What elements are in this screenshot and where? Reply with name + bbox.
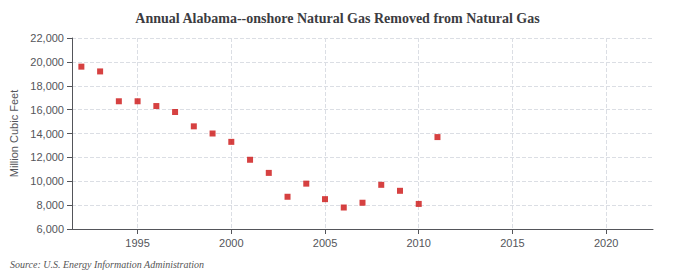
- svg-text:6,000: 6,000: [36, 223, 64, 235]
- svg-text:Million Cubic Feet: Million Cubic Feet: [8, 90, 20, 177]
- svg-text:14,000: 14,000: [30, 128, 64, 140]
- svg-text:16,000: 16,000: [30, 104, 64, 116]
- svg-text:2005: 2005: [313, 237, 337, 249]
- svg-text:2000: 2000: [219, 237, 243, 249]
- svg-text:1995: 1995: [125, 237, 149, 249]
- svg-text:2010: 2010: [406, 237, 430, 249]
- svg-text:2015: 2015: [500, 237, 524, 249]
- svg-text:Annual Alabama--onshore Natura: Annual Alabama--onshore Natural Gas Remo…: [135, 11, 540, 26]
- svg-text:18,000: 18,000: [30, 80, 64, 92]
- svg-text:8,000: 8,000: [36, 199, 64, 211]
- svg-text:10,000: 10,000: [30, 175, 64, 187]
- svg-text:2020: 2020: [594, 237, 618, 249]
- svg-text:Source: U.S. Energy Informatio: Source: U.S. Energy Information Administ…: [10, 259, 204, 270]
- svg-text:12,000: 12,000: [30, 151, 64, 163]
- svg-text:22,000: 22,000: [30, 32, 64, 44]
- svg-text:20,000: 20,000: [30, 56, 64, 68]
